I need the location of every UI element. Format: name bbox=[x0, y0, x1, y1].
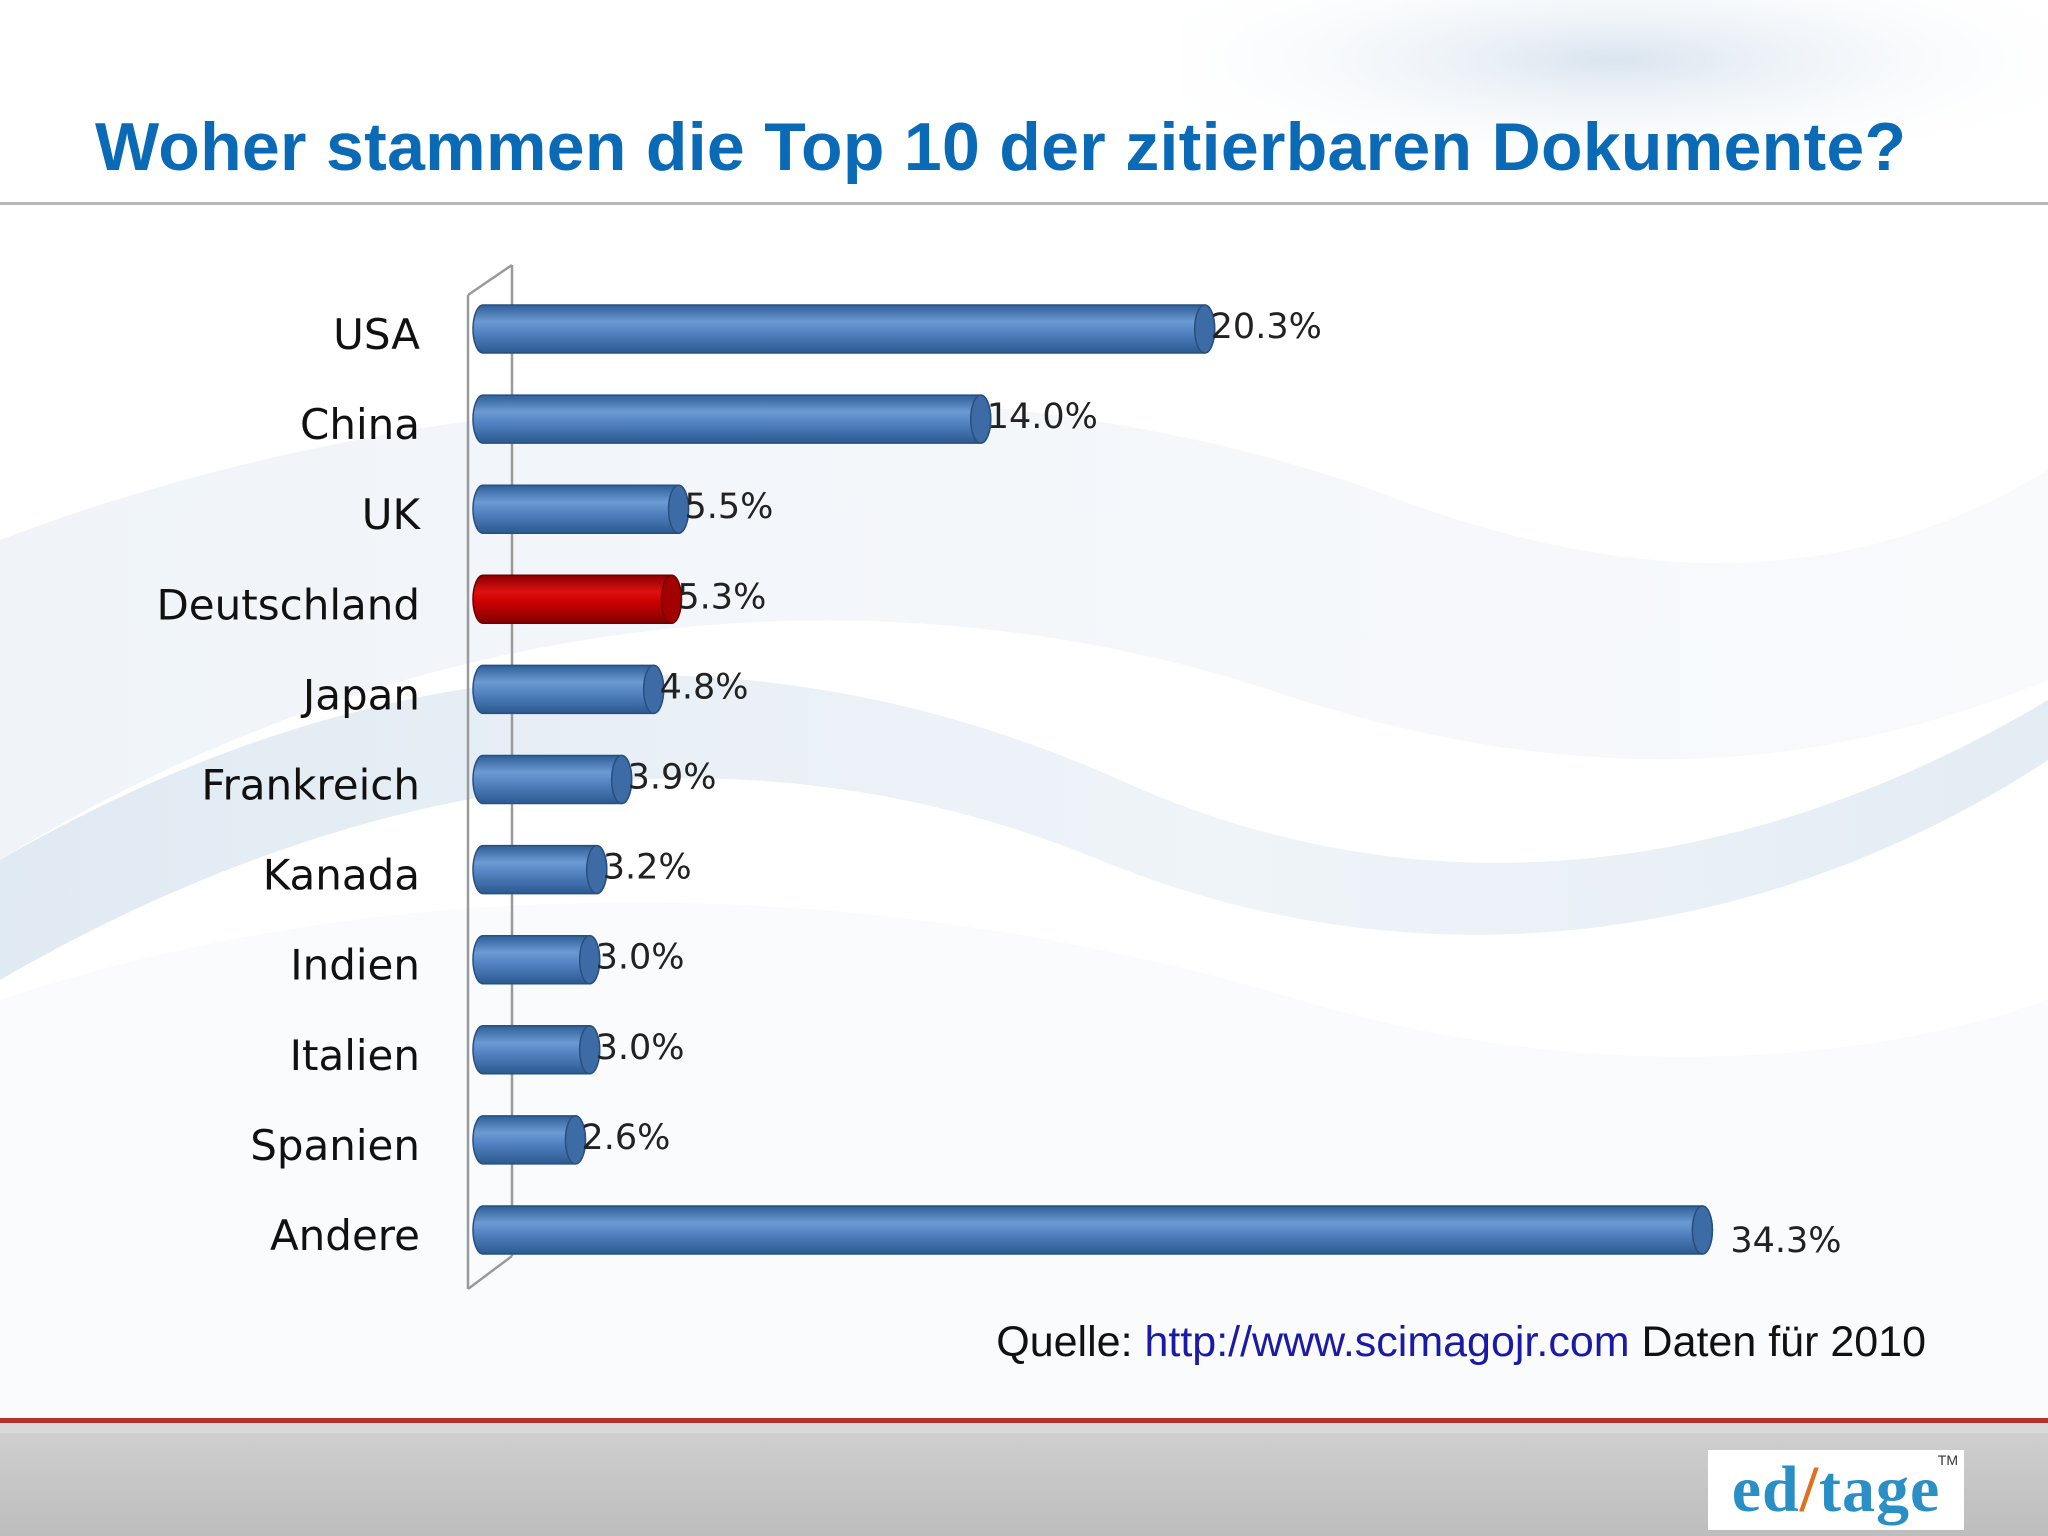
source-suffix: Daten für 2010 bbox=[1641, 1318, 1926, 1366]
value-label-italien: 3.0% bbox=[596, 1028, 685, 1068]
title-divider bbox=[0, 202, 2048, 205]
value-label-frankreich: 3.9% bbox=[628, 758, 717, 798]
category-label-japan: Japan bbox=[300, 670, 420, 719]
footer-accent-line bbox=[0, 1418, 2048, 1423]
editage-logo: ed/tage TM bbox=[1708, 1450, 1964, 1530]
value-label-china: 14.0% bbox=[987, 397, 1098, 437]
bars-layer: USA 20.3% China 14.0% UK 5.5% Deutschland 5.3% J… bbox=[156, 304, 1842, 1261]
source-citation: Quelle: http://www.scimagojr.com Daten f… bbox=[996, 1318, 1926, 1367]
category-label-italien: Italien bbox=[290, 1031, 420, 1080]
category-label-usa: USA bbox=[333, 310, 420, 359]
bar-japan bbox=[472, 664, 665, 715]
category-label-frankreich: Frankreich bbox=[201, 761, 420, 810]
category-label-uk: UK bbox=[362, 490, 422, 539]
footer-bar bbox=[0, 1433, 2048, 1536]
source-prefix: Quelle: bbox=[996, 1318, 1133, 1366]
source-link[interactable]: http://www.scimagojr.com bbox=[1144, 1318, 1630, 1366]
bar-indien bbox=[472, 934, 601, 985]
category-label-spanien: Spanien bbox=[250, 1121, 420, 1170]
footer-divider bbox=[0, 1423, 2048, 1433]
bar-china bbox=[472, 394, 992, 444]
bar-andere bbox=[472, 1205, 1714, 1255]
value-label-uk: 5.5% bbox=[685, 487, 774, 527]
bar-uk bbox=[472, 484, 690, 534]
value-label-andere: 34.3% bbox=[1730, 1221, 1841, 1261]
category-label-deutschland: Deutschland bbox=[156, 580, 420, 629]
bar-frankreich bbox=[472, 754, 633, 805]
category-label-kanada: Kanada bbox=[263, 851, 420, 900]
bar-spanien bbox=[472, 1115, 587, 1165]
logo-trademark: TM bbox=[1937, 1452, 1958, 1468]
bar-kanada bbox=[472, 844, 608, 895]
category-label-china: China bbox=[300, 400, 420, 449]
logo-text-suffix: tage bbox=[1819, 1453, 1941, 1526]
value-label-japan: 4.8% bbox=[660, 667, 749, 707]
bar-deutschland bbox=[472, 574, 683, 625]
bar-italien bbox=[472, 1025, 601, 1075]
value-label-deutschland: 5.3% bbox=[677, 577, 766, 617]
value-label-kanada: 3.2% bbox=[603, 848, 692, 888]
value-label-usa: 20.3% bbox=[1211, 307, 1322, 347]
page-title: Woher stammen die Top 10 der zitierbaren… bbox=[95, 109, 1907, 185]
category-label-indien: Indien bbox=[290, 941, 420, 990]
value-label-spanien: 2.6% bbox=[581, 1118, 670, 1158]
logo-slash: / bbox=[1799, 1453, 1820, 1526]
bar-usa bbox=[472, 304, 1216, 354]
category-label-andere: Andere bbox=[270, 1211, 420, 1260]
logo-text-prefix: ed bbox=[1731, 1453, 1800, 1526]
value-label-indien: 3.0% bbox=[596, 938, 685, 978]
bar-chart: USA 20.3% China 14.0% UK 5.5% Deutschland 5.3% J… bbox=[156, 263, 1842, 1290]
